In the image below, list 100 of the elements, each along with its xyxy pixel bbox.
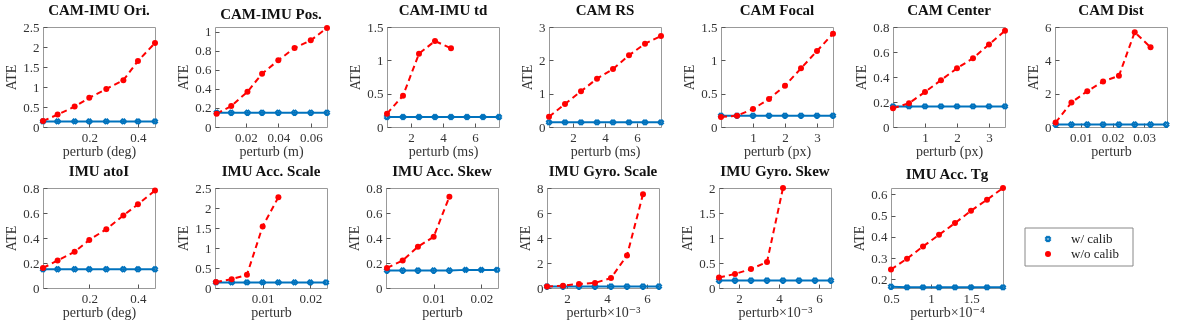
- chart-title: CAM-IMU td: [398, 2, 489, 18]
- point: [626, 52, 632, 59]
- y-tick-label: 0: [377, 119, 384, 135]
- point: [151, 118, 159, 125]
- x-axis-title: perturb: [251, 304, 292, 320]
- point: [969, 103, 977, 110]
- y-tick-label: 1: [709, 230, 716, 246]
- point: [919, 284, 927, 291]
- point: [920, 243, 926, 250]
- point: [1000, 185, 1006, 191]
- y-tick-label: 0.5: [195, 260, 212, 276]
- point: [399, 113, 407, 121]
- y-tick-label: 2: [1045, 86, 1052, 102]
- x-tick-label: 4: [602, 129, 610, 145]
- y-tick-label: 0: [376, 280, 383, 296]
- point: [400, 92, 406, 99]
- y-tick-label: 0: [33, 119, 40, 135]
- point: [561, 119, 569, 126]
- y-tick-label: 0.4: [366, 230, 383, 246]
- y-tick-label: 0.5: [699, 255, 716, 271]
- point: [1068, 99, 1075, 106]
- point: [243, 279, 251, 286]
- chart-title: CAM Focal: [739, 2, 815, 18]
- point: [103, 118, 110, 125]
- point: [999, 284, 1007, 291]
- y-tick-label: 0.2: [195, 100, 212, 116]
- y-tick-label: 0.4: [195, 81, 212, 97]
- point: [888, 266, 894, 273]
- chart-title: CAM-IMU Ori.: [48, 2, 151, 18]
- point: [134, 201, 141, 208]
- point: [952, 220, 958, 227]
- y-tick-label: 0.8: [366, 180, 383, 196]
- y-tick-label: 0.3: [871, 250, 888, 266]
- y-tick-label: 2.5: [195, 180, 212, 196]
- chart-title: IMU Acc. Scale: [221, 163, 321, 179]
- y-tick-label: 6: [1045, 19, 1052, 35]
- x-tick-label: 6: [816, 290, 824, 306]
- point: [322, 279, 330, 286]
- point: [151, 266, 159, 273]
- point: [54, 118, 61, 125]
- y-axis-title: ATE: [852, 225, 868, 252]
- y-axis-title: ATE: [518, 225, 533, 252]
- y-axis-title: ATE: [1026, 64, 1041, 91]
- point: [152, 187, 158, 194]
- point: [591, 283, 599, 290]
- x-axis-title: perturb: [422, 304, 463, 320]
- point: [827, 277, 835, 284]
- point: [1131, 29, 1138, 36]
- point: [416, 50, 422, 57]
- y-tick-label: 0.8: [195, 43, 212, 59]
- y-tick-label: 0: [1045, 119, 1052, 135]
- point: [478, 266, 485, 273]
- point: [795, 277, 803, 284]
- point: [938, 77, 944, 84]
- y-tick-label: 0.2: [871, 271, 888, 287]
- point: [1001, 103, 1009, 110]
- point: [1084, 121, 1091, 128]
- point: [545, 119, 553, 126]
- point: [430, 267, 437, 274]
- point: [259, 70, 266, 77]
- point: [71, 266, 78, 273]
- point: [275, 194, 282, 201]
- point: [986, 41, 992, 48]
- point: [903, 284, 911, 291]
- y-tick-label: 1.5: [195, 220, 212, 236]
- point: [259, 279, 266, 286]
- y-tick-label: 2: [709, 180, 716, 196]
- point: [764, 259, 770, 265]
- x-axis-title: perturb×10⁻⁴: [910, 304, 985, 320]
- point: [446, 193, 453, 200]
- point: [798, 65, 804, 72]
- y-axis-title: ATE: [4, 225, 20, 252]
- y-tick-label: 0.6: [871, 186, 888, 202]
- point: [152, 40, 158, 46]
- point: [431, 113, 439, 121]
- y-tick-label: 0.8: [873, 19, 890, 35]
- y-tick-label: 0: [205, 119, 212, 135]
- y-tick-label: 0.5: [871, 208, 888, 224]
- point: [399, 267, 406, 274]
- chart-title: CAM Center: [907, 2, 992, 18]
- point: [766, 96, 772, 102]
- point: [259, 223, 266, 230]
- point: [1147, 44, 1154, 51]
- x-tick-label: 4: [440, 129, 448, 145]
- y-tick-label: 0.2: [873, 94, 890, 110]
- point: [610, 66, 616, 72]
- x-tick-label: 6: [472, 129, 480, 145]
- point: [546, 113, 552, 120]
- x-tick-label: 0.03: [1133, 129, 1157, 145]
- x-tick-label: 0.02: [234, 129, 258, 145]
- point: [228, 109, 235, 116]
- point: [86, 266, 93, 273]
- x-axis-title: perturb (ms): [408, 143, 479, 160]
- point: [71, 248, 78, 255]
- y-axis-title: ATE: [347, 225, 363, 252]
- point: [608, 275, 614, 281]
- point: [731, 277, 739, 284]
- point: [623, 283, 631, 290]
- y-axis-title: ATE: [176, 64, 192, 91]
- x-tick-label: 0.02: [470, 290, 494, 306]
